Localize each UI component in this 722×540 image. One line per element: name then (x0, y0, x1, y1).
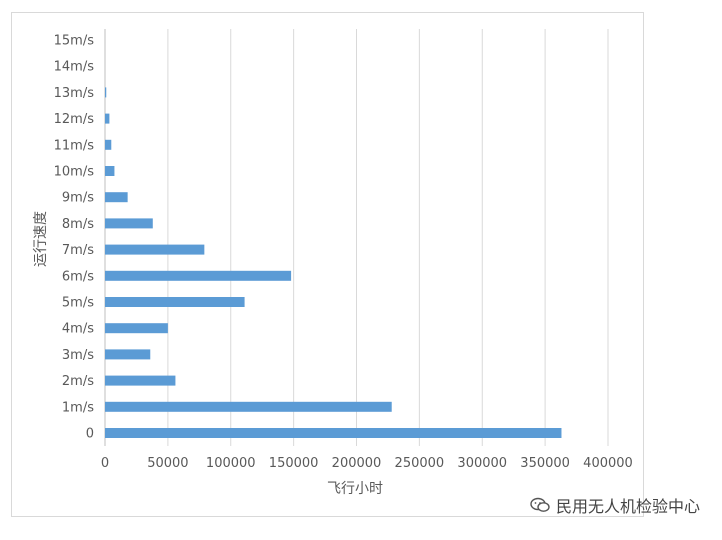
bar (105, 428, 562, 438)
gridlines (104, 29, 609, 446)
wechat-icon (530, 497, 550, 512)
y-tick-label: 9m/s (62, 191, 94, 206)
bar (105, 166, 115, 176)
bar (105, 375, 176, 386)
bars (105, 87, 562, 438)
y-tick-label: 0 (86, 427, 94, 442)
x-tick-label: 300000 (457, 456, 507, 471)
y-axis-title: 运行速度 (33, 211, 49, 267)
x-axis-title: 飞行小时 (327, 481, 383, 497)
x-tick-label: 250000 (395, 456, 445, 471)
x-tick-label: 50000 (147, 456, 188, 471)
x-tick-label: 350000 (520, 456, 570, 471)
y-tick-label: 3m/s (62, 348, 94, 363)
bar (105, 349, 151, 360)
y-tick-label: 15m/s (54, 34, 95, 49)
y-tick-label: 14m/s (54, 60, 95, 75)
bar (105, 401, 392, 412)
y-tick-label: 4m/s (62, 322, 94, 337)
bar (105, 297, 245, 307)
watermark-text: 民用无人机检验中心 (555, 497, 700, 516)
bar (105, 87, 107, 98)
x-tick-label: 0 (101, 456, 109, 471)
y-tick-label: 7m/s (62, 243, 94, 258)
y-tick-label: 8m/s (62, 217, 94, 232)
x-tick-labels: 0 50000 100000 150000 200000 250000 300000 3500… (101, 456, 633, 471)
bar (105, 192, 128, 203)
bar (105, 244, 205, 255)
y-tick-label: 13m/s (54, 86, 95, 101)
y-tick-label: 1m/s (62, 400, 94, 415)
x-tick-label: 400000 (583, 456, 633, 471)
x-tick-label: 150000 (269, 456, 319, 471)
chart-frame: 0 1m/s 2m/s 3m/s 4m/s 5m/s 6m/s 7m/s 8m/s 9m/s 10m… (11, 12, 644, 517)
bar (105, 270, 292, 281)
y-tick-label: 6m/s (62, 269, 94, 284)
x-tick-label: 200000 (332, 456, 382, 471)
y-tick-label: 12m/s (54, 112, 95, 127)
bar (105, 113, 110, 124)
y-tick-labels: 0 1m/s 2m/s 3m/s 4m/s 5m/s 6m/s 7m/s 8m/s 9m/s 10m… (54, 34, 95, 442)
bar (105, 139, 112, 150)
y-tick-label: 2m/s (62, 374, 94, 389)
watermark: 民用无人机检验中心 (530, 493, 700, 517)
y-tick-label: 11m/s (54, 138, 95, 153)
x-tick-label: 100000 (206, 456, 256, 471)
y-tick-label: 5m/s (62, 296, 94, 311)
y-tick-label: 10m/s (54, 165, 95, 180)
bar (105, 323, 168, 334)
bar (105, 218, 153, 229)
